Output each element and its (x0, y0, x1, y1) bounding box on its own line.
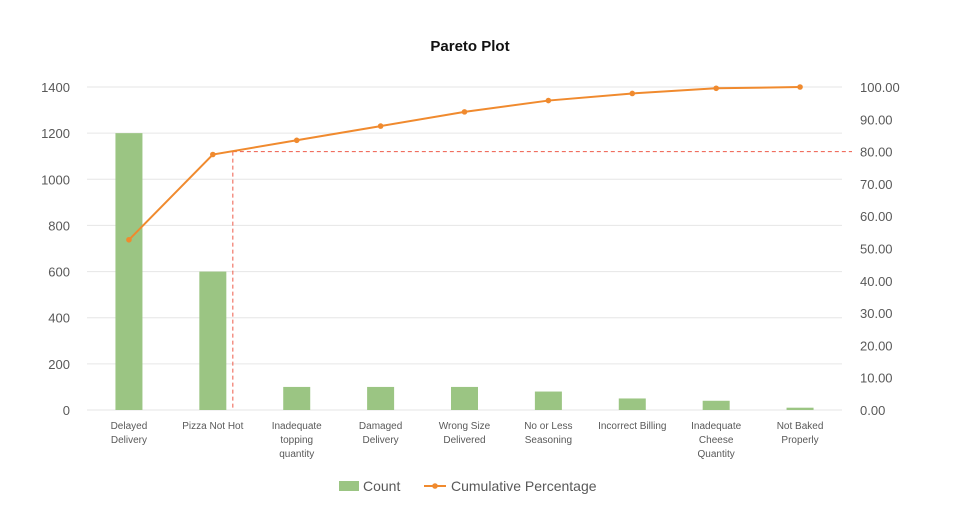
legend-count-swatch (339, 481, 359, 491)
x-tick-label: No or Less Seasoning (524, 421, 572, 446)
bar (283, 386, 311, 410)
legend-count-label: Count (363, 478, 400, 494)
right-tick-label: 60.00 (860, 209, 893, 224)
right-axis: 0.00 10.00 20.00 30.00 40.00 50.00 60.00 70.00 8… (860, 80, 900, 418)
bar (367, 386, 395, 410)
line-point (377, 123, 384, 129)
x-tick-label: Inadequate Cheese Quantity (691, 421, 741, 460)
left-tick-label: 1400 (41, 80, 70, 95)
bar (786, 407, 814, 410)
threshold-lines (232, 151, 852, 410)
left-tick-label: 0 (63, 403, 70, 418)
legend-cumulative-label: Cumulative Percentage (451, 478, 597, 494)
x-tick-label: Incorrect Billing (598, 421, 666, 432)
line-point (210, 151, 216, 158)
right-tick-label: 90.00 (860, 112, 893, 127)
x-tick-label: Damaged Delivery (359, 421, 402, 446)
x-tick-label: Pizza Not Hot (182, 421, 243, 432)
right-tick-label: 0.00 (860, 403, 885, 418)
left-tick-label: 1000 (41, 172, 70, 187)
line-point (293, 137, 300, 144)
line-point (545, 97, 552, 104)
left-axis: 0 200 400 600 800 1000 1200 1400 (41, 80, 70, 418)
left-tick-label: 600 (48, 265, 70, 280)
x-tick-label: Inadequate topping quantity (272, 421, 322, 460)
bar (199, 271, 227, 410)
left-tick-label: 200 (48, 357, 70, 372)
x-axis: Delayed Delivery Pizza Not Hot Inadequate to… (111, 421, 824, 460)
bar (451, 386, 478, 410)
x-tick-label: Delayed Delivery (111, 421, 148, 446)
legend: Count Cumulative Percentage (339, 478, 597, 494)
left-tick-label: 400 (48, 311, 70, 326)
bar (534, 391, 562, 410)
right-tick-label: 10.00 (860, 371, 893, 386)
line-point (629, 90, 636, 97)
bar-series (115, 133, 814, 410)
line-point (713, 85, 719, 92)
right-tick-label: 50.00 (860, 242, 893, 257)
line-point (126, 236, 132, 243)
right-tick-label: 30.00 (860, 306, 893, 321)
bar (618, 398, 646, 410)
x-tick-label: Wrong Size Delivered (439, 421, 491, 446)
chart-title: Pareto Plot (430, 38, 509, 55)
line-point (797, 84, 803, 90)
line-point (461, 109, 468, 115)
left-tick-label: 800 (48, 218, 70, 233)
right-tick-label: 100.00 (860, 80, 900, 95)
right-tick-label: 40.00 (860, 274, 893, 289)
right-tick-label: 80.00 (860, 145, 893, 160)
bar (115, 133, 143, 410)
left-tick-label: 1200 (41, 126, 70, 141)
line-series (126, 84, 803, 243)
bar (702, 400, 730, 410)
legend-cumulative-marker (432, 483, 438, 489)
right-tick-label: 70.00 (860, 177, 893, 192)
x-tick-label: Not Baked Properly (777, 421, 824, 446)
right-tick-label: 20.00 (860, 338, 893, 353)
